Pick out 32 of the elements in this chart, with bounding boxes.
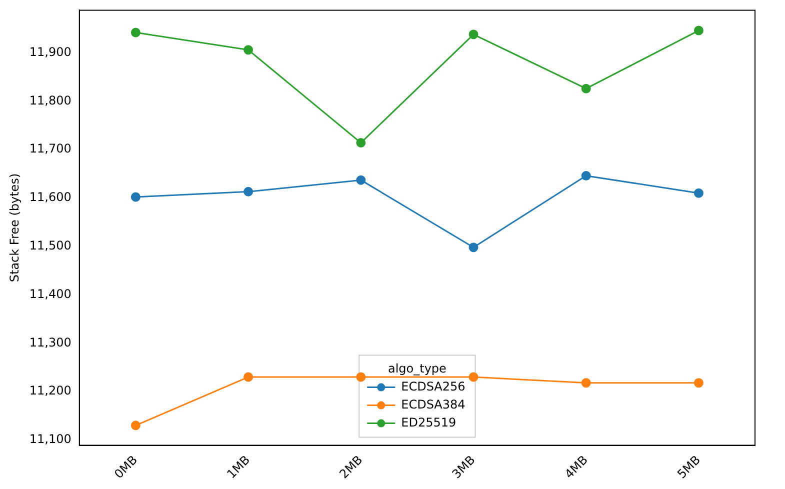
y-axis-title: Stack Free (bytes) [7,173,22,282]
y-tick-label: 11,900 [29,44,72,59]
legend-label: ED25519 [401,415,456,430]
point [244,372,254,382]
point [244,45,254,55]
y-tick-label: 11,600 [29,190,72,204]
point [130,420,140,430]
legend-label: ECDSA384 [401,397,466,412]
y-tick-label: 11,500 [29,238,72,252]
point [468,30,478,40]
y-tick-label: 11,700 [29,142,72,156]
point [581,378,591,388]
legend-label: ECDSA256 [401,379,466,394]
point [694,188,704,198]
point [694,26,704,36]
point [130,28,140,38]
point [581,170,591,180]
point [130,192,140,202]
point [468,372,478,382]
y-tick-label: 11,200 [29,384,72,398]
y-tick-label: 11,800 [29,93,72,108]
y-tick-label: 11,400 [29,286,72,301]
point [356,372,366,382]
point [356,138,366,148]
legend-title: algo_type [388,361,446,376]
point [581,84,591,94]
y-tick-label: 11,100 [29,432,72,446]
y-tick-label: 11,300 [29,335,72,350]
point [356,175,366,185]
point [244,186,254,196]
point [694,378,704,388]
point [468,242,478,252]
